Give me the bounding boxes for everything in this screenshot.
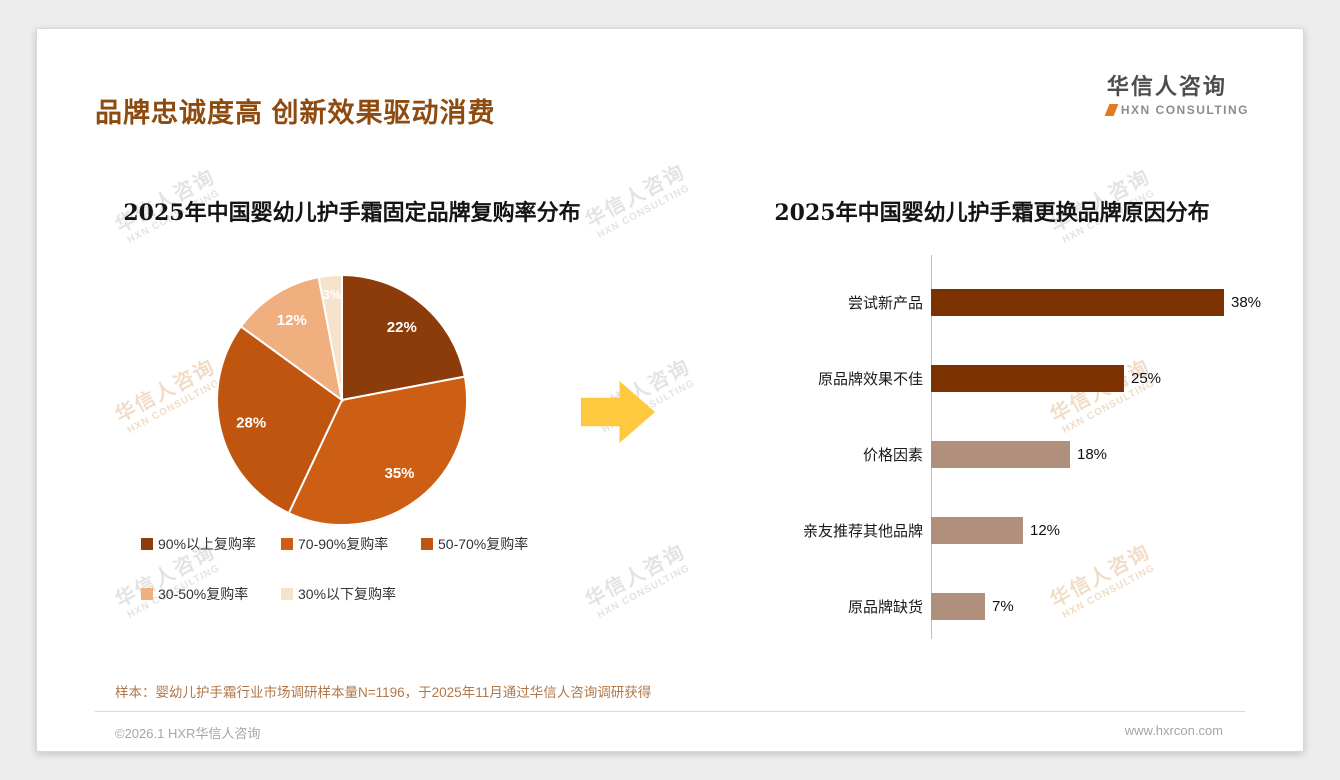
pie-slice: [216, 325, 344, 515]
bar: [931, 516, 1023, 544]
bar-chart-title: 2025年中国婴幼儿护手霜更换品牌原因分布: [774, 200, 1210, 226]
bar-chart: 尝试新产品 38% 原品牌效果不佳 25% 价格因素 18% 亲友推荐其他品牌 12% 原品牌缺…: [687, 255, 1277, 655]
legend-label: 50-70%复购率: [438, 536, 529, 552]
pie-slice-label: 22%: [387, 319, 417, 336]
pie-slice: [317, 273, 343, 401]
bar-row: 尝试新产品 38%: [687, 288, 1277, 316]
legend-item: 50-70%复购率: [421, 534, 561, 554]
slide-card: 华信人咨询 HXN CONSULTING 华信人咨询 HXN CONSULTING 华信…: [36, 28, 1304, 752]
legend-item: 70-90%复购率: [281, 534, 421, 554]
website-url: www.hxrcon.com: [1124, 723, 1223, 738]
legend-label: 70-90%复购率: [298, 536, 389, 552]
legend-label: 90%以上复购率: [158, 536, 257, 552]
logo-text-en: HXN CONSULTING: [1120, 103, 1249, 117]
pie-slice-label: 35%: [384, 465, 414, 482]
bar: [931, 592, 985, 620]
legend-item: 30-50%复购率: [141, 584, 281, 604]
bar-value-label: 7%: [992, 597, 1014, 615]
bar-category-label: 原品牌缺货: [847, 598, 923, 616]
legend-label: 30%以下复购率: [298, 586, 397, 602]
bar-category-label: 原品牌效果不佳: [817, 370, 923, 388]
bar-category-label: 尝试新产品: [847, 294, 923, 312]
bar-value-label: 38%: [1231, 293, 1262, 311]
sample-note: 样本：婴幼儿护手霜行业市场调研样本量N=1196，于2025年11月通过华信人咨…: [115, 685, 652, 700]
bar: [931, 440, 1070, 468]
bar-row: 原品牌效果不佳 25%: [687, 364, 1277, 392]
footer-divider: [95, 711, 1245, 712]
pie-slice-label: 28%: [236, 414, 266, 431]
pie-legend: 90%以上复购率 70-90%复购率 50-70%复购率 30-50%复购率 30%以下…: [141, 534, 601, 634]
pie-slice-label: 3%: [323, 287, 342, 302]
legend-swatch: [141, 538, 153, 550]
pie-slice-label: 12%: [277, 312, 307, 329]
legend-swatch: [421, 538, 433, 550]
bar-category-label: 价格因素: [862, 446, 923, 464]
pie-slice: [341, 273, 466, 402]
logo-text-cn: 华信人咨询: [1106, 74, 1227, 99]
bar-value-label: 25%: [1131, 369, 1162, 387]
company-logo: 华信人咨询 HXN CONSULTING: [1104, 69, 1249, 117]
legend-swatch: [141, 588, 153, 600]
page-title: 品牌忠诚度高 创新效果驱动消费: [95, 98, 496, 129]
transition-arrow-icon: [581, 381, 655, 443]
pie-chart-title: 2025年中国婴幼儿护手霜固定品牌复购率分布: [123, 200, 581, 226]
pie-slice: [287, 375, 468, 526]
logo-mark-icon: [1104, 104, 1119, 116]
legend-item: 30%以下复购率: [281, 584, 421, 604]
bar: [931, 364, 1124, 392]
bar-value-label: 12%: [1030, 521, 1061, 539]
pie-slice: [239, 276, 344, 403]
legend-item: 90%以上复购率: [141, 534, 281, 554]
copyright-text: ©2026.1 HXR华信人咨询: [115, 726, 261, 741]
bar-row: 原品牌缺货 7%: [687, 592, 1277, 620]
legend-swatch: [281, 588, 293, 600]
legend-label: 30-50%复购率: [158, 586, 249, 602]
legend-swatch: [281, 538, 293, 550]
bar-category-label: 亲友推荐其他品牌: [802, 522, 923, 540]
bar-row: 亲友推荐其他品牌 12%: [687, 516, 1277, 544]
pie-chart: 22% 35% 28% 12% 3%: [216, 273, 468, 526]
logo-en-row: HXN CONSULTING: [1104, 103, 1249, 117]
bar-value-label: 18%: [1077, 445, 1108, 463]
bar: [931, 288, 1224, 316]
bar-row: 价格因素 18%: [687, 440, 1277, 468]
